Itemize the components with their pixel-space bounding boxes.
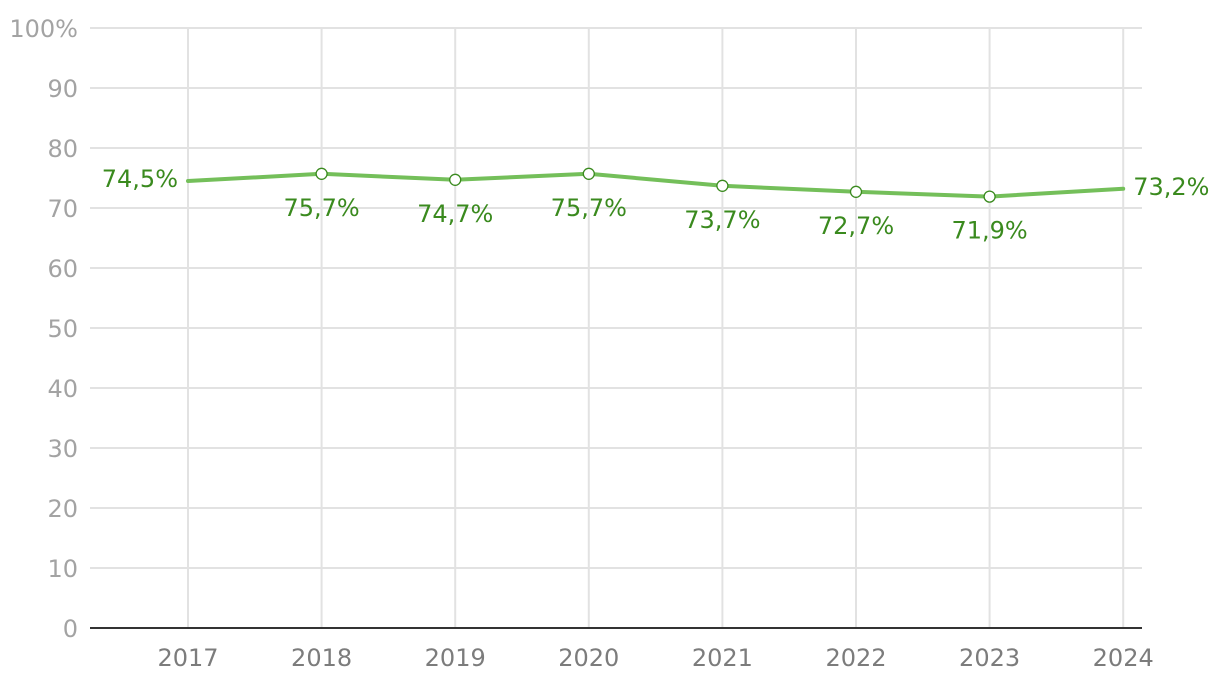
data-point-marker: [849, 185, 863, 198]
y-tick-label: 50: [47, 315, 78, 343]
x-tick-label: 2017: [157, 644, 218, 672]
x-tick-label: 2024: [1093, 644, 1154, 672]
y-tick-label: 10: [47, 555, 78, 583]
y-tick-label: 80: [47, 135, 78, 163]
x-tick-label: 2020: [558, 644, 619, 672]
data-labels: 74,5% 75,7% 74,7% 75,7% 73,7% 72,7% 71,9% 73,2%: [102, 165, 1210, 245]
data-point-marker: [716, 179, 729, 192]
x-tick-label: 2022: [825, 644, 886, 672]
series: [186, 167, 1126, 203]
data-label: 73,7%: [684, 206, 760, 234]
data-label: 73,2%: [1133, 173, 1209, 201]
series-line: [186, 171, 1126, 199]
data-point-marker: [315, 167, 328, 180]
y-tick-label: 40: [47, 375, 78, 403]
data-label: 75,7%: [551, 194, 627, 222]
y-tick-label: 60: [47, 255, 78, 283]
data-label: 74,5%: [102, 165, 178, 193]
y-tick-label: 70: [47, 195, 78, 223]
y-axis-ticks: 0 10 20 30 40 50 60 70 80 90 100%: [9, 15, 78, 643]
x-tick-label: 2021: [692, 644, 753, 672]
x-tick-label: 2018: [291, 644, 352, 672]
data-point-marker: [983, 190, 996, 203]
x-tick-label: 2019: [425, 644, 486, 672]
x-axis-ticks: 2017 2018 2019 2020 2021 2022 2023 2024: [157, 644, 1153, 672]
y-tick-label: 100%: [9, 15, 78, 43]
y-tick-label: 20: [47, 495, 78, 523]
y-tick-label: 30: [47, 435, 78, 463]
y-tick-label: 0: [63, 615, 78, 643]
data-label: 74,7%: [417, 200, 493, 228]
data-label: 75,7%: [283, 194, 359, 222]
x-tick-label: 2023: [959, 644, 1020, 672]
gridlines: [90, 27, 1142, 628]
data-point-marker: [449, 173, 462, 186]
data-label: 72,7%: [818, 212, 894, 240]
data-point-marker: [582, 167, 595, 180]
y-tick-label: 90: [47, 75, 78, 103]
data-label: 71,9%: [951, 217, 1027, 245]
